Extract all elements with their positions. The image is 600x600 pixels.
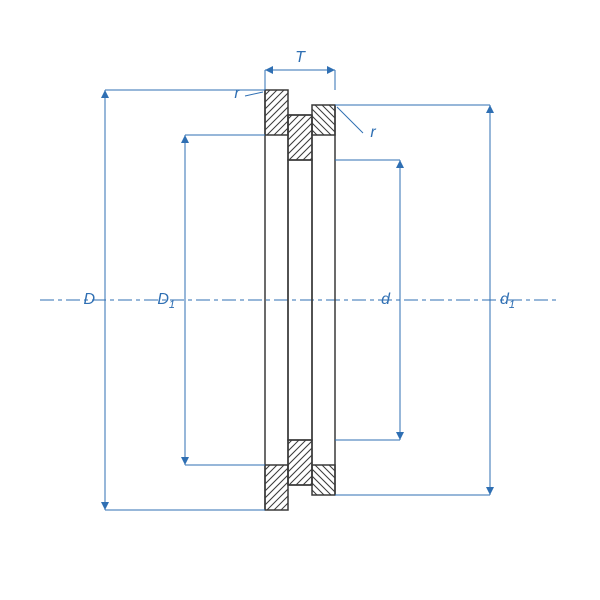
dim-d-label: d [381, 291, 391, 308]
dim-d1-label: d1 [500, 291, 515, 311]
dim-D1-label: D1 [157, 291, 175, 311]
dim-D-label: D [83, 291, 95, 308]
outer-washer-left-bot-hatch [197, 465, 375, 510]
label-r-left: r [234, 85, 240, 102]
outer-washer-left-top-hatch [197, 90, 375, 135]
dim-T-label: T [295, 49, 306, 66]
label-r-right: r [370, 124, 376, 141]
cage-bot-hatch [219, 440, 397, 485]
